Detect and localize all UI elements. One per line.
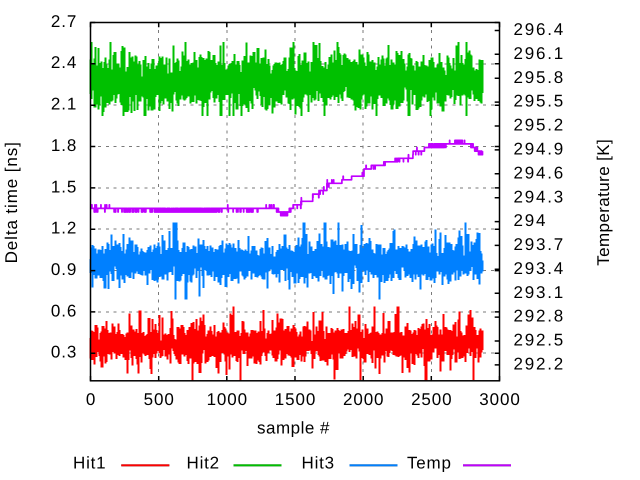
- svg-text:3000: 3000: [479, 390, 520, 409]
- svg-text:294.9: 294.9: [514, 140, 566, 159]
- svg-text:294.6: 294.6: [514, 163, 566, 182]
- svg-text:2.4: 2.4: [51, 53, 77, 72]
- svg-text:293.1: 293.1: [514, 283, 566, 302]
- svg-text:1.8: 1.8: [51, 136, 77, 155]
- svg-text:1.2: 1.2: [51, 219, 77, 238]
- svg-text:Hit1: Hit1: [73, 453, 106, 472]
- svg-text:Temperature [K]: Temperature [K]: [594, 139, 613, 266]
- svg-text:296.1: 296.1: [514, 44, 566, 63]
- svg-text:2.1: 2.1: [51, 95, 77, 114]
- svg-text:2000: 2000: [343, 390, 384, 409]
- svg-text:292.2: 292.2: [514, 355, 566, 374]
- svg-text:296.4: 296.4: [514, 20, 566, 39]
- svg-text:500: 500: [144, 390, 175, 409]
- svg-text:295.2: 295.2: [514, 116, 566, 135]
- svg-text:Temp: Temp: [407, 453, 452, 472]
- svg-text:Delta time [ns]: Delta time [ns]: [2, 141, 21, 263]
- svg-text:Hit2: Hit2: [187, 453, 220, 472]
- svg-text:0: 0: [86, 390, 96, 409]
- svg-text:0.9: 0.9: [51, 260, 77, 279]
- svg-text:1500: 1500: [275, 390, 316, 409]
- svg-text:295.8: 295.8: [514, 68, 566, 87]
- svg-text:294.3: 294.3: [514, 187, 566, 206]
- svg-text:295.5: 295.5: [514, 92, 566, 111]
- svg-text:0.6: 0.6: [51, 301, 77, 320]
- svg-text:293.4: 293.4: [514, 259, 566, 278]
- svg-text:292.5: 292.5: [514, 331, 566, 350]
- svg-text:2500: 2500: [411, 390, 452, 409]
- svg-text:1000: 1000: [207, 390, 248, 409]
- svg-text:Hit3: Hit3: [302, 453, 335, 472]
- svg-text:294: 294: [514, 211, 548, 230]
- svg-text:0.3: 0.3: [51, 343, 77, 362]
- svg-text:2.7: 2.7: [51, 12, 77, 31]
- svg-text:1.5: 1.5: [51, 177, 77, 196]
- svg-text:sample #: sample #: [257, 419, 330, 438]
- svg-text:292.8: 292.8: [514, 307, 566, 326]
- svg-text:293.7: 293.7: [514, 235, 566, 254]
